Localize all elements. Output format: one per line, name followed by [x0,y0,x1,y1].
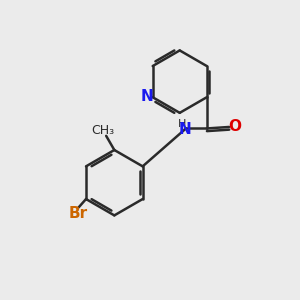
Text: O: O [229,119,242,134]
Text: N: N [141,89,154,104]
Text: Br: Br [69,206,88,221]
Text: H: H [178,119,187,129]
Text: N: N [179,122,192,136]
Text: CH₃: CH₃ [91,124,114,137]
